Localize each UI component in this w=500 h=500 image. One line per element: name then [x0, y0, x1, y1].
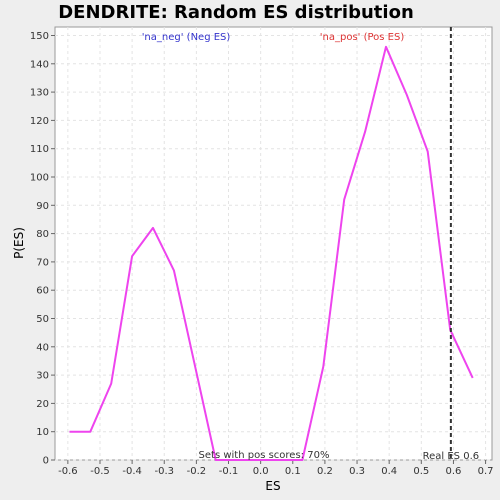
x-tick-label: 0.3 [349, 466, 365, 477]
series-line [69, 45, 474, 461]
x-axis-label: ES [265, 479, 280, 493]
x-tick-label: 0.7 [478, 466, 494, 477]
y-axis: 0 10 20 30 40 50 60 70 80 90 100 110 120 130 140 150 [30, 31, 55, 467]
y-tick-label: 60 [36, 286, 49, 297]
y-tick-label: 20 [36, 399, 49, 410]
x-tick-label: -0.1 [219, 466, 239, 477]
x-tick-label: 0.2 [317, 466, 333, 477]
x-tick-label: 0.4 [381, 466, 397, 477]
x-tick-label: 0.5 [413, 466, 429, 477]
y-tick-label: 120 [30, 116, 49, 127]
x-tick-label: 0.6 [445, 466, 461, 477]
chart-title: DENDRITE: Random ES distribution [58, 2, 414, 23]
x-tick-label: -0.5 [90, 466, 110, 477]
y-tick-label: 70 [36, 257, 49, 268]
y-tick-label: 50 [36, 314, 49, 325]
pos-fraction-label: Sets with pos scores: 70% [199, 450, 330, 461]
y-axis-label: P(ES) [12, 227, 26, 259]
x-tick-label: -0.6 [58, 466, 78, 477]
real-es-layer: Real ES 0.6 [423, 27, 479, 462]
real-es-label: Real ES 0.6 [423, 451, 479, 462]
y-tick-label: 110 [30, 144, 49, 155]
y-tick-label: 0 [43, 456, 49, 467]
y-tick-label: 40 [36, 342, 49, 353]
y-tick-label: 150 [30, 31, 49, 42]
y-tick-label: 130 [30, 88, 49, 99]
plot-area [54, 26, 493, 461]
y-tick-label: 30 [36, 371, 49, 382]
x-tick-label: -0.2 [187, 466, 207, 477]
y-tick-label: 100 [30, 172, 49, 183]
x-tick-label: -0.3 [154, 466, 174, 477]
x-axis: -0.6 -0.5 -0.4 -0.3 -0.2 -0.1 0.0 0.1 0.2 0.3 0.4 0… [58, 460, 494, 477]
y-tick-label: 80 [36, 229, 49, 240]
x-tick-label: 0.0 [253, 466, 269, 477]
y-tick-label: 10 [36, 427, 49, 438]
x-tick-label: -0.4 [122, 466, 142, 477]
y-tick-label: 140 [30, 59, 49, 70]
y-tick-label: 90 [36, 201, 49, 212]
x-tick-label: 0.1 [285, 466, 301, 477]
series-layer [69, 45, 474, 461]
neg-es-label: 'na_neg' (Neg ES) [142, 32, 231, 43]
pos-es-label: 'na_pos' (Pos ES) [320, 32, 405, 43]
grid-lines [55, 27, 492, 461]
